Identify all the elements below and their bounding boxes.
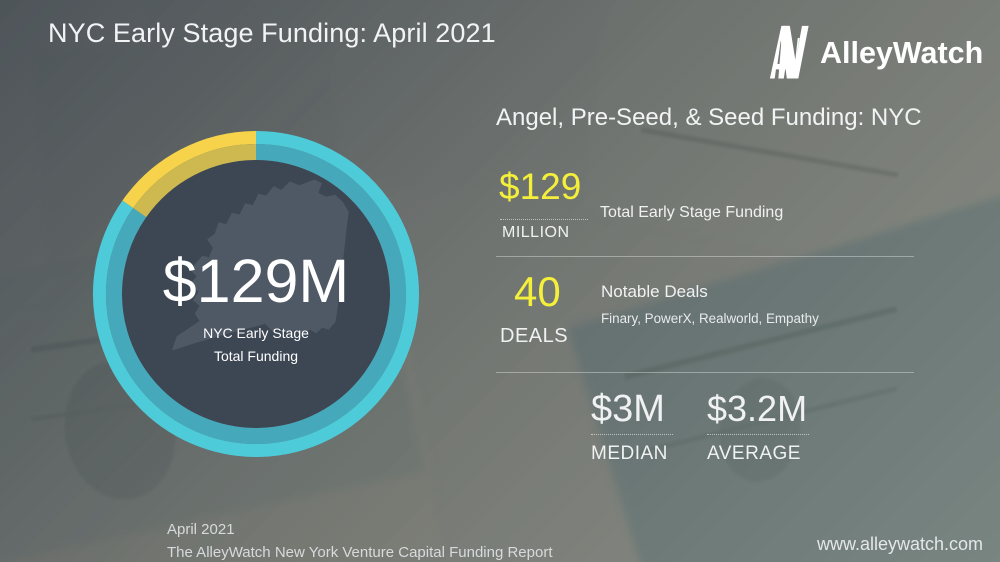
svg-text:AlleyWatch: AlleyWatch (820, 36, 983, 70)
